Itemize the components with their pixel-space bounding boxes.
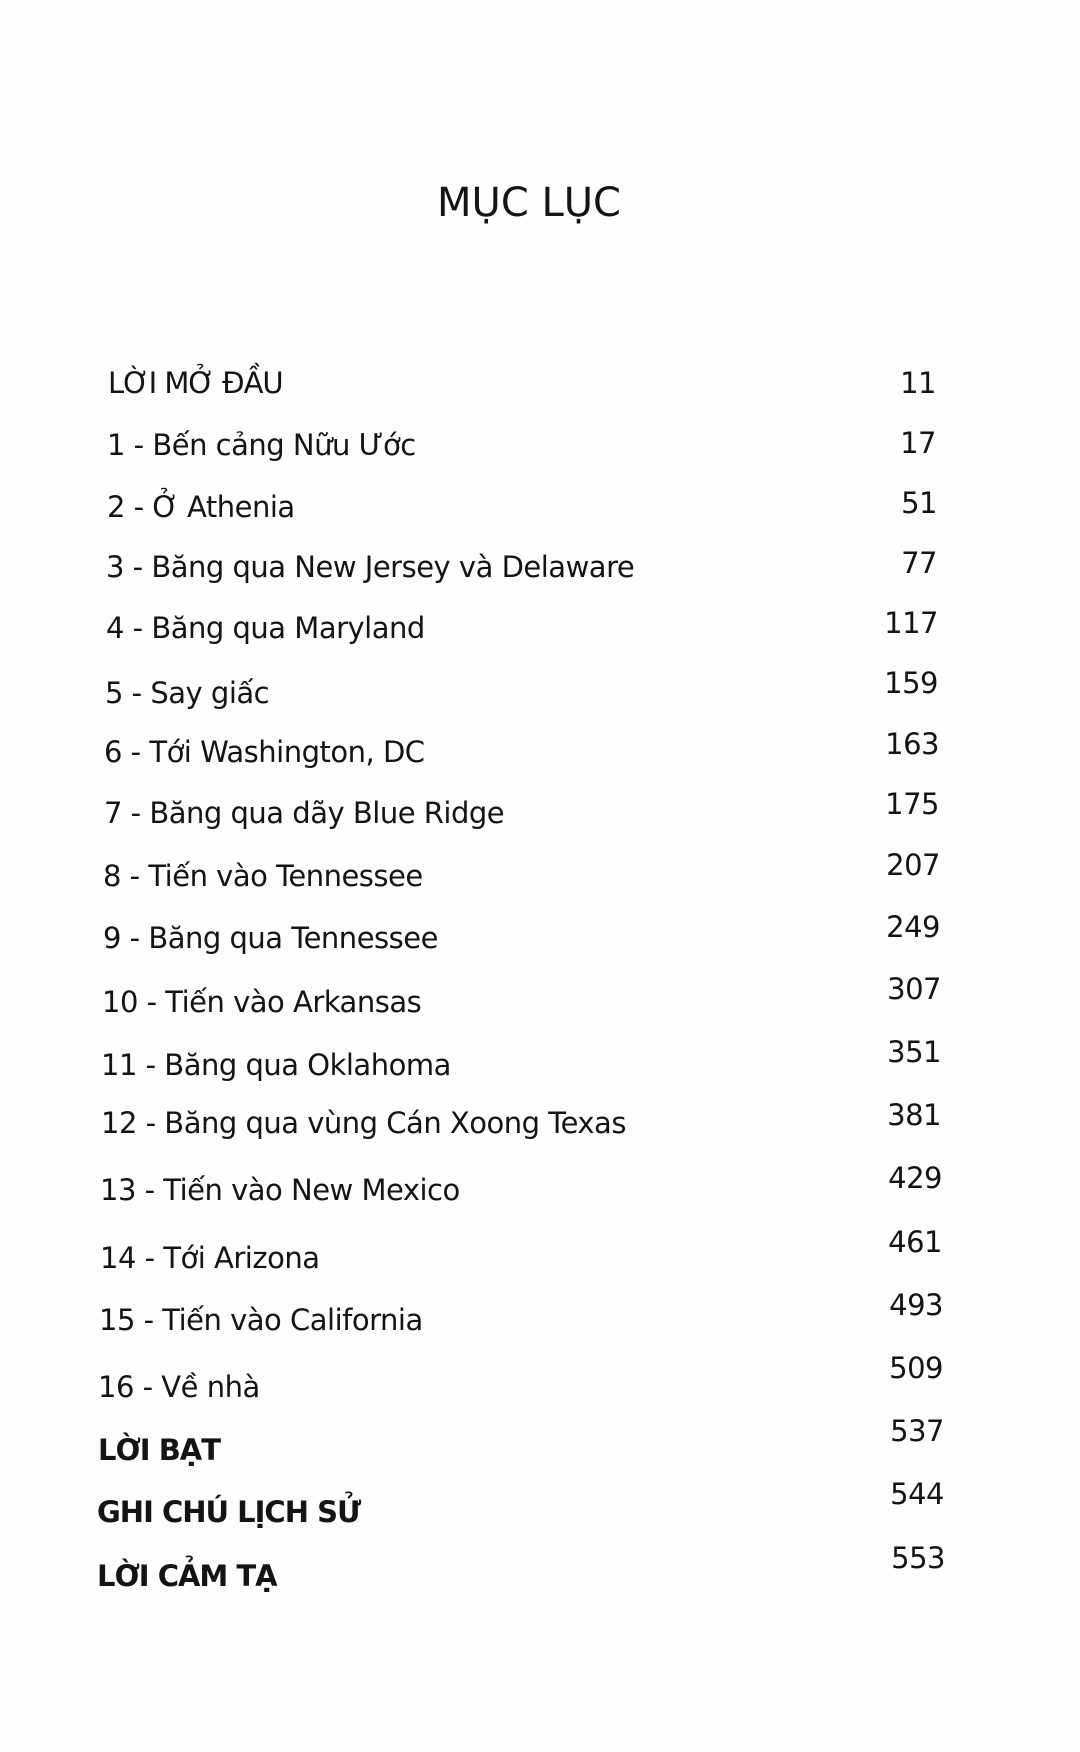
toc-entry: 11 - Băng qua Oklahoma 351 — [0, 0, 1080, 1082]
toc-entry-page-number: 207 — [886, 848, 940, 882]
toc-entry: 16 - Về nhà 509 — [0, 0, 1080, 1404]
toc-entry: 8 - Tiến vào Tennessee 207 — [0, 0, 1080, 893]
toc-entry: 6 - Tới Washington, DC 163 — [0, 0, 1080, 769]
toc-entry-title: 4 - Băng qua Maryland — [106, 611, 425, 645]
toc-entry-title: LỜI MỞ ĐẦU — [108, 366, 284, 400]
toc-entry-title: 11 - Băng qua Oklahoma — [101, 1048, 451, 1082]
toc-entry-page-number: 51 — [901, 486, 937, 520]
toc-entry-page-number: 351 — [887, 1035, 941, 1069]
toc-entry: 2 - Ở Athenia 51 — [0, 0, 1080, 524]
toc-entry-page-number: 163 — [885, 727, 939, 761]
toc-entry-page-number: 307 — [887, 972, 941, 1006]
toc-entry-page-number: 77 — [901, 546, 937, 580]
toc-entry: 5 - Say giấc 159 — [0, 0, 1080, 710]
toc-entry: GHI CHÚ LỊCH SỬ 544 — [0, 0, 1080, 1529]
page-title: MỤC LỤC — [437, 180, 621, 226]
toc-entry-title: 5 - Say giấc — [105, 676, 270, 710]
toc-entry-title: 16 - Về nhà — [98, 1370, 260, 1404]
toc-entry: 7 - Băng qua dãy Blue Ridge 175 — [0, 0, 1080, 830]
toc-entry-title: 2 - Ở Athenia — [107, 490, 295, 524]
toc-entry: 9 - Băng qua Tennessee 249 — [0, 0, 1080, 955]
toc-entry-page-number: 429 — [888, 1161, 942, 1195]
toc-entry-title: 13 - Tiến vào New Mexico — [100, 1173, 460, 1207]
toc-entry-title: 6 - Tới Washington, DC — [104, 735, 425, 769]
toc-entry-page-number: 493 — [889, 1288, 943, 1322]
toc-entry-page-number: 175 — [885, 787, 939, 821]
toc-entry-title: 14 - Tới Arizona — [100, 1241, 320, 1275]
toc-entry-page-number: 11 — [900, 366, 936, 400]
toc-entry-title: LỜI CẢM TẠ — [97, 1559, 278, 1593]
toc-entry: 4 - Băng qua Maryland 117 — [0, 0, 1080, 645]
toc-entry-title: 8 - Tiến vào Tennessee — [103, 859, 423, 893]
toc-entry: LỜI MỞ ĐẦU 11 — [0, 0, 1080, 400]
toc-entry: 15 - Tiến vào California 493 — [0, 0, 1080, 1337]
toc-entry-page-number: 117 — [884, 606, 938, 640]
toc-entry-title: LỜI BẠT — [98, 1433, 221, 1467]
toc-entry-title: 12 - Băng qua vùng Cán Xoong Texas — [101, 1106, 626, 1140]
toc-entry-page-number: 553 — [891, 1541, 945, 1575]
toc-entry-title: 9 - Băng qua Tennessee — [103, 921, 438, 955]
toc-entry-title: 7 - Băng qua dãy Blue Ridge — [104, 796, 505, 830]
toc-entry-title: 3 - Băng qua New Jersey và Delaware — [106, 550, 635, 584]
toc-entry-page-number: 461 — [888, 1225, 942, 1259]
toc-entry-title: 1 - Bến cảng Nữu Ước — [107, 428, 416, 462]
toc-entry: 1 - Bến cảng Nữu Ước 17 — [0, 0, 1080, 462]
toc-entry-page-number: 249 — [886, 910, 940, 944]
toc-entry: 12 - Băng qua vùng Cán Xoong Texas 381 — [0, 0, 1080, 1140]
toc-entry-page-number: 537 — [890, 1414, 944, 1448]
toc-entry-page-number: 17 — [900, 426, 936, 460]
toc-entry: 14 - Tới Arizona 461 — [0, 0, 1080, 1275]
toc-entry-page-number: 509 — [889, 1351, 943, 1385]
toc-entry-title: GHI CHÚ LỊCH SỬ — [97, 1495, 361, 1529]
toc-entry-page-number: 159 — [884, 666, 938, 700]
toc-entry: LỜI CẢM TẠ 553 — [0, 0, 1080, 1593]
toc-entry: LỜI BẠT 537 — [0, 0, 1080, 1467]
toc-entry-title: 15 - Tiến vào California — [99, 1303, 423, 1337]
toc-entry-title: 10 - Tiến vào Arkansas — [102, 985, 422, 1019]
toc-entry-page-number: 544 — [890, 1477, 944, 1511]
toc-entry: 10 - Tiến vào Arkansas 307 — [0, 0, 1080, 1019]
toc-entry: 13 - Tiến vào New Mexico 429 — [0, 0, 1080, 1207]
toc-entry: 3 - Băng qua New Jersey và Delaware 77 — [0, 0, 1080, 584]
toc-entry-page-number: 381 — [887, 1098, 941, 1132]
